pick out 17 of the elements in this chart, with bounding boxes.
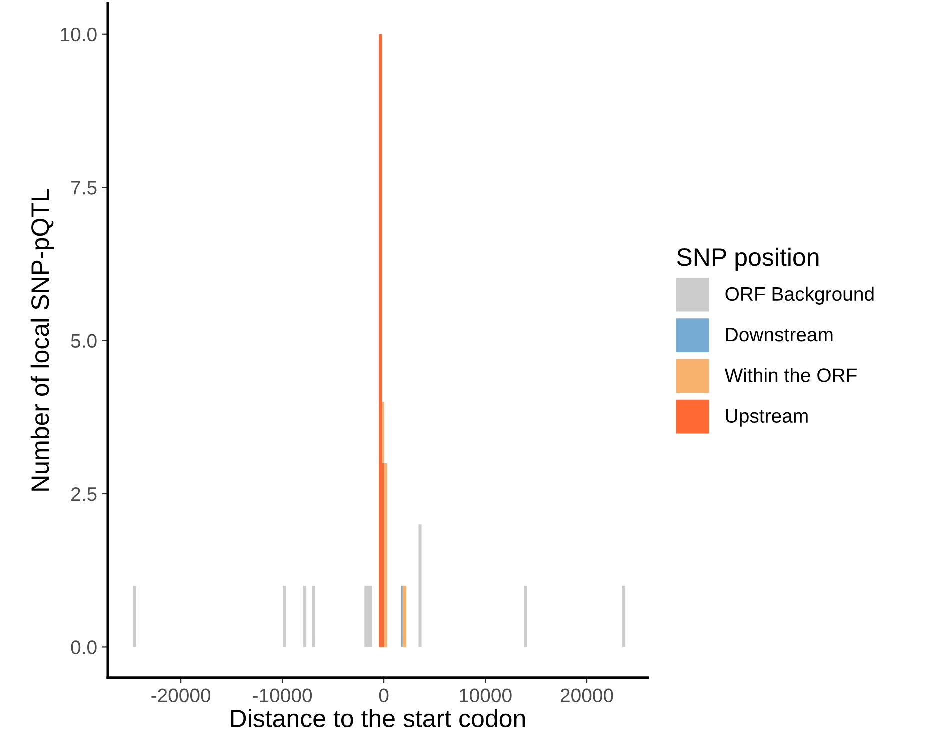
x-tick-label: 10000 [460,688,512,703]
legend-label: ORF Background [726,286,874,305]
y-tick-label: 5.0 [71,334,97,348]
legend-label: Downstream [726,328,833,342]
x-tick-label: -20000 [152,688,211,703]
x-axis-title: Distance to the start codon [231,709,526,728]
x-tick-label: 0 [379,688,389,703]
y-tick-label: 0.0 [71,640,97,654]
y-tick-label: 7.5 [72,181,97,195]
x-tick-label: 20000 [560,688,614,703]
legend-label: Within the ORF [724,368,857,382]
y-axis-title: Number of local SNP-pQTL [30,189,54,491]
x-tick-label: -10000 [253,688,312,703]
legend-title: SNP position [677,248,819,272]
legend-label: Upstream [726,409,808,427]
y-tick-label: 10.0 [61,28,97,42]
y-tick-label: 2.5 [72,487,97,502]
